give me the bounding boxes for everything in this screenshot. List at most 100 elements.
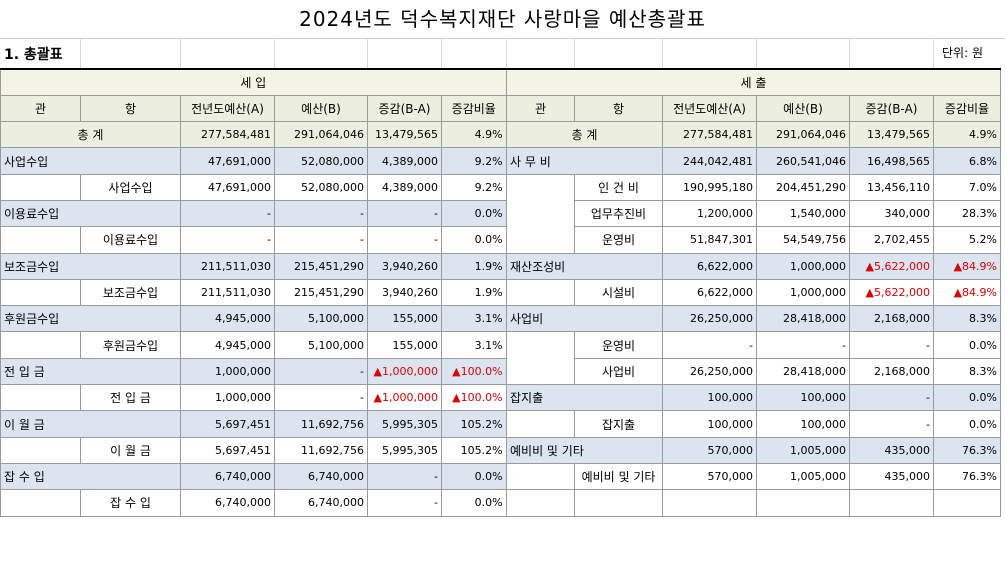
prev-budget-cell: 4,945,000 (180, 305, 275, 333)
table-row: 잡지출 100,000 100,000-0.0% (506, 410, 1001, 438)
diff-cell: - (367, 462, 442, 491)
prev-budget-cell: 47,691,000 (180, 147, 275, 175)
hang-cell: 잡지출 (574, 410, 663, 438)
budget-cell: 1,540,000 (756, 199, 850, 228)
hang-cell: 전 입 금 (80, 384, 181, 412)
budget-cell: 215,451,290 (274, 278, 368, 307)
table-row: 예비비 및 기타 570,000 1,005,000 435,000 76.3% (506, 436, 1001, 464)
kwan-cell: 사업비 (506, 305, 663, 333)
kwan-cell (506, 331, 575, 386)
budget-cell: - (274, 357, 368, 386)
prev-budget-cell: 211,511,030 (180, 278, 275, 307)
ratio-cell: ▲100.0% (440, 384, 508, 412)
prev-budget-cell: 47,691,000 (180, 173, 275, 201)
ratio-cell: 105.2% (440, 436, 508, 464)
prev-budget-cell: 1,000,000 (180, 384, 275, 412)
table-row: 보조금수입 211,511,030 215,451,290 3,940,260 1.9% (0, 278, 508, 307)
budget-cell: 6,740,000 (274, 462, 368, 491)
hang-cell: 사업비 (574, 357, 663, 386)
hang-cell: 이 월 금 (80, 436, 181, 464)
total-label: 총 계 (0, 121, 181, 149)
hang-cell: 예비비 및 기타 (574, 462, 663, 491)
column-header: 항 (80, 94, 181, 123)
prev-budget-cell: 6,622,000 (662, 252, 757, 280)
hang-cell: 인 건 비 (574, 173, 663, 201)
total-budget: 291,064,046 (756, 121, 850, 149)
hang-cell (574, 489, 663, 517)
hang-cell: 후원금수입 (80, 331, 181, 359)
ratio-cell: 8.3% (933, 357, 1001, 386)
kwan-cell (506, 410, 575, 438)
prev-budget-cell: 1,200,000 (662, 199, 757, 228)
ratio-cell: 9.2% (440, 173, 508, 201)
diff-cell: 3,940,260 (367, 252, 442, 280)
ratio-cell: 0.0% (933, 384, 1001, 412)
total-ratio: 4.9% (933, 121, 1001, 149)
prev-budget-cell: 244,042,481 (662, 147, 757, 175)
hang-cell: 사업수입 (80, 173, 181, 201)
ratio-cell: 1.9% (440, 252, 508, 280)
kwan-cell (0, 278, 81, 307)
kwan-cell: 예비비 및 기타 (506, 436, 663, 464)
ratio-cell: 8.3% (933, 305, 1001, 333)
budget-cell: 260,541,046 (756, 147, 850, 175)
ratio-cell: 5.2% (933, 226, 1001, 254)
column-header: 증감(B-A) (367, 94, 442, 123)
ratio-cell: ▲100.0% (440, 357, 508, 386)
column-header: 관 (506, 94, 575, 123)
kwan-cell (506, 462, 575, 491)
kwan-cell: 사업수입 (0, 147, 181, 175)
table-row: 사업비 26,250,000 28,418,000 2,168,000 8.3% (506, 305, 1001, 333)
budget-cell: 100,000 (756, 384, 850, 412)
diff-cell: - (849, 331, 934, 359)
diff-cell: ▲1,000,000 (367, 384, 442, 412)
total-diff: 13,479,565 (367, 121, 442, 149)
prev-budget-cell (662, 489, 757, 517)
ratio-cell: 0.0% (933, 331, 1001, 359)
table-row: 인 건 비 190,995,180 204,451,290 13,456,110 7.0… (506, 173, 1001, 254)
kwan-cell (0, 384, 81, 412)
table-row: 운영비 - - -0.0% (506, 331, 1001, 386)
table-row: 잡 수 입 6,740,000 6,740,000-0.0% (0, 489, 508, 517)
kwan-cell: 재산조성비 (506, 252, 663, 280)
diff-cell: - (849, 410, 934, 438)
table-row: 잡 수 입 6,740,000 6,740,000-0.0% (0, 462, 508, 491)
kwan-cell: 이용료수입 (0, 199, 181, 228)
column-header: 증감(B-A) (849, 94, 934, 123)
table-row: 사 무 비 244,042,481 260,541,046 16,498,565 6.8… (506, 147, 1001, 175)
section-heading: 1. 총괄표 (4, 47, 63, 63)
prev-budget-cell: - (662, 331, 757, 359)
prev-budget-cell: 100,000 (662, 410, 757, 438)
column-header: 증감비율 (440, 94, 508, 123)
budget-cell: - (274, 199, 368, 228)
table-row: 이 월 금 5,697,451 11,692,756 5,995,305 105.2% (0, 436, 508, 464)
prev-budget-cell: - (180, 199, 275, 228)
income-total-row: 총 계 277,584,481 291,064,046 13,479,565 4.9% (0, 121, 508, 149)
budget-cell: 28,418,000 (756, 357, 850, 386)
prev-budget-cell: 51,847,301 (662, 226, 757, 254)
prev-budget-cell: 1,000,000 (180, 357, 275, 386)
table-row: 후원금수입 4,945,000 5,100,000 155,000 3.1% (0, 305, 508, 333)
ratio-cell: 0.0% (440, 462, 508, 491)
prev-budget-cell: 4,945,000 (180, 331, 275, 359)
prev-budget-cell: 26,250,000 (662, 305, 757, 333)
table-row: 운영비 51,847,301 54,549,756 2,702,455 5.2% (507, 226, 1001, 254)
diff-cell: 2,168,000 (849, 357, 934, 386)
diff-cell: 340,000 (849, 199, 934, 228)
diff-cell: ▲5,622,000 (849, 252, 934, 280)
budget-cell: 28,418,000 (756, 305, 850, 333)
diff-cell: - (367, 199, 442, 228)
prev-budget-cell: 211,511,030 (180, 252, 275, 280)
kwan-cell (0, 173, 81, 201)
prev-budget-cell: 5,697,451 (180, 410, 275, 438)
ratio-cell: 28.3% (933, 199, 1001, 228)
kwan-cell (506, 173, 575, 254)
diff-cell: 2,702,455 (849, 226, 934, 254)
ratio-cell: 7.0% (933, 173, 1001, 201)
kwan-cell (0, 489, 81, 517)
prev-budget-cell: 6,740,000 (180, 462, 275, 491)
budget-cell: - (274, 384, 368, 412)
hang-cell: 운영비 (574, 331, 663, 359)
diff-cell: 155,000 (367, 331, 442, 359)
ratio-cell: 3.1% (440, 331, 508, 359)
